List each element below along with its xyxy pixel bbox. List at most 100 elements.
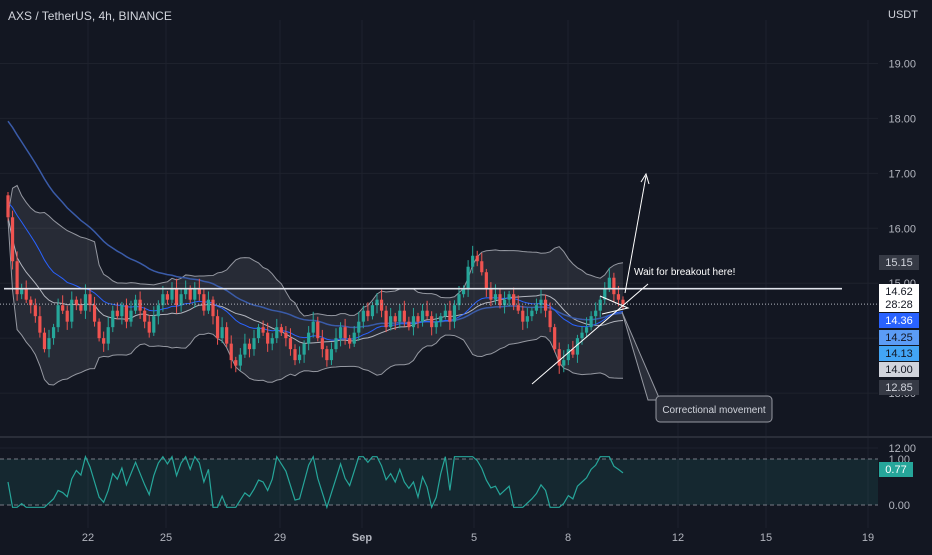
candle-body [193,288,197,300]
candle-body [83,294,88,311]
candle-body [252,338,256,350]
candle-body [256,327,261,339]
candle-body [393,316,397,322]
candle-body [24,288,28,300]
candle-body [247,343,252,350]
candle-body [133,299,138,311]
candle-body [557,349,561,366]
breakout-arrowhead [640,172,650,185]
candle-body [129,310,133,322]
candle-body [38,316,42,333]
candle-body [266,332,270,344]
currency-label: USDT [888,9,918,21]
time-tick-label: 15 [760,532,772,544]
candle-body [603,288,607,300]
time-tick-label: 19 [862,532,874,544]
price-label-text: 14.62 [885,286,913,298]
candle-body [111,310,115,328]
candle-body [10,217,15,262]
candle-body [156,305,160,317]
price-tick-label: 18.00 [888,113,916,125]
candle-body [598,299,602,311]
candle-body [384,310,388,328]
time-tick-label: 29 [274,532,286,544]
candle-body [370,305,375,317]
candle-body [15,261,19,295]
candle-body [493,294,498,300]
candle-body [293,349,297,361]
candle-body [411,316,416,328]
time-tick-label: 5 [471,532,477,544]
candle-body [612,277,616,295]
candle-body [480,261,484,273]
price-tick-label: 12.00 [888,443,916,455]
price-label-text: 28:28 [885,299,913,311]
correction-callout [655,395,773,423]
candle-body [584,327,589,333]
ascending-trendline [531,283,649,385]
candle-body [115,310,119,317]
candle-body [607,277,611,289]
candle-body [466,266,470,289]
candle-body [188,288,192,300]
price-label-badge [879,297,919,312]
candle-body [562,360,566,366]
bollinger-upper [7,184,624,317]
candle-body [229,343,233,361]
candle-body [484,272,488,289]
candle-body [525,316,529,322]
price-label-text: 14.36 [885,315,913,327]
candle-body [33,305,37,317]
candle-body [174,288,179,306]
candle-body [420,310,425,322]
price-tick-label: 16.00 [888,223,916,235]
candle-body [366,310,370,317]
candle-body [197,288,201,295]
candle-body [534,305,539,311]
candle-body [202,294,206,311]
candle-body [594,310,598,317]
candle-body [6,195,10,218]
oscillator-current-badge [879,462,913,477]
candle-body [521,310,525,322]
bollinger-basis [7,217,624,344]
candle-body [275,327,279,339]
candle-body [580,332,584,339]
candle-body [434,321,438,328]
candle-body [61,305,65,311]
candle-body [543,299,548,311]
candle-body [88,294,92,306]
candle-body [279,327,283,333]
candle-body [430,316,434,328]
candle-body [20,288,24,295]
correction-annotation: Correctional movement [662,405,766,416]
candle-body [215,316,220,339]
bollinger-band-fill [8,185,623,386]
candle-body [65,310,69,322]
oscillator-line [7,454,624,510]
candle-body [566,349,570,361]
price-label-text: 14.25 [885,332,913,344]
candle-body [79,305,83,311]
candle-body [234,360,238,366]
candle-body [165,294,170,300]
price-label-text: 14.00 [885,364,913,376]
triangle-pattern [599,295,630,315]
candle-body [448,310,452,322]
price-label-badge [879,380,919,395]
candle-body [47,338,51,350]
candle-body [621,299,625,305]
time-tick-label: 22 [82,532,94,544]
callout-pointer [621,311,661,401]
candle-body [425,310,429,317]
candle-body [261,327,265,333]
breakout-arrow [624,175,647,294]
candle-body [270,338,274,344]
candle-body [225,327,229,344]
price-label-badge [879,255,919,270]
price-label-badge [879,313,919,328]
candle-body [357,321,361,333]
candle-body [375,299,379,306]
